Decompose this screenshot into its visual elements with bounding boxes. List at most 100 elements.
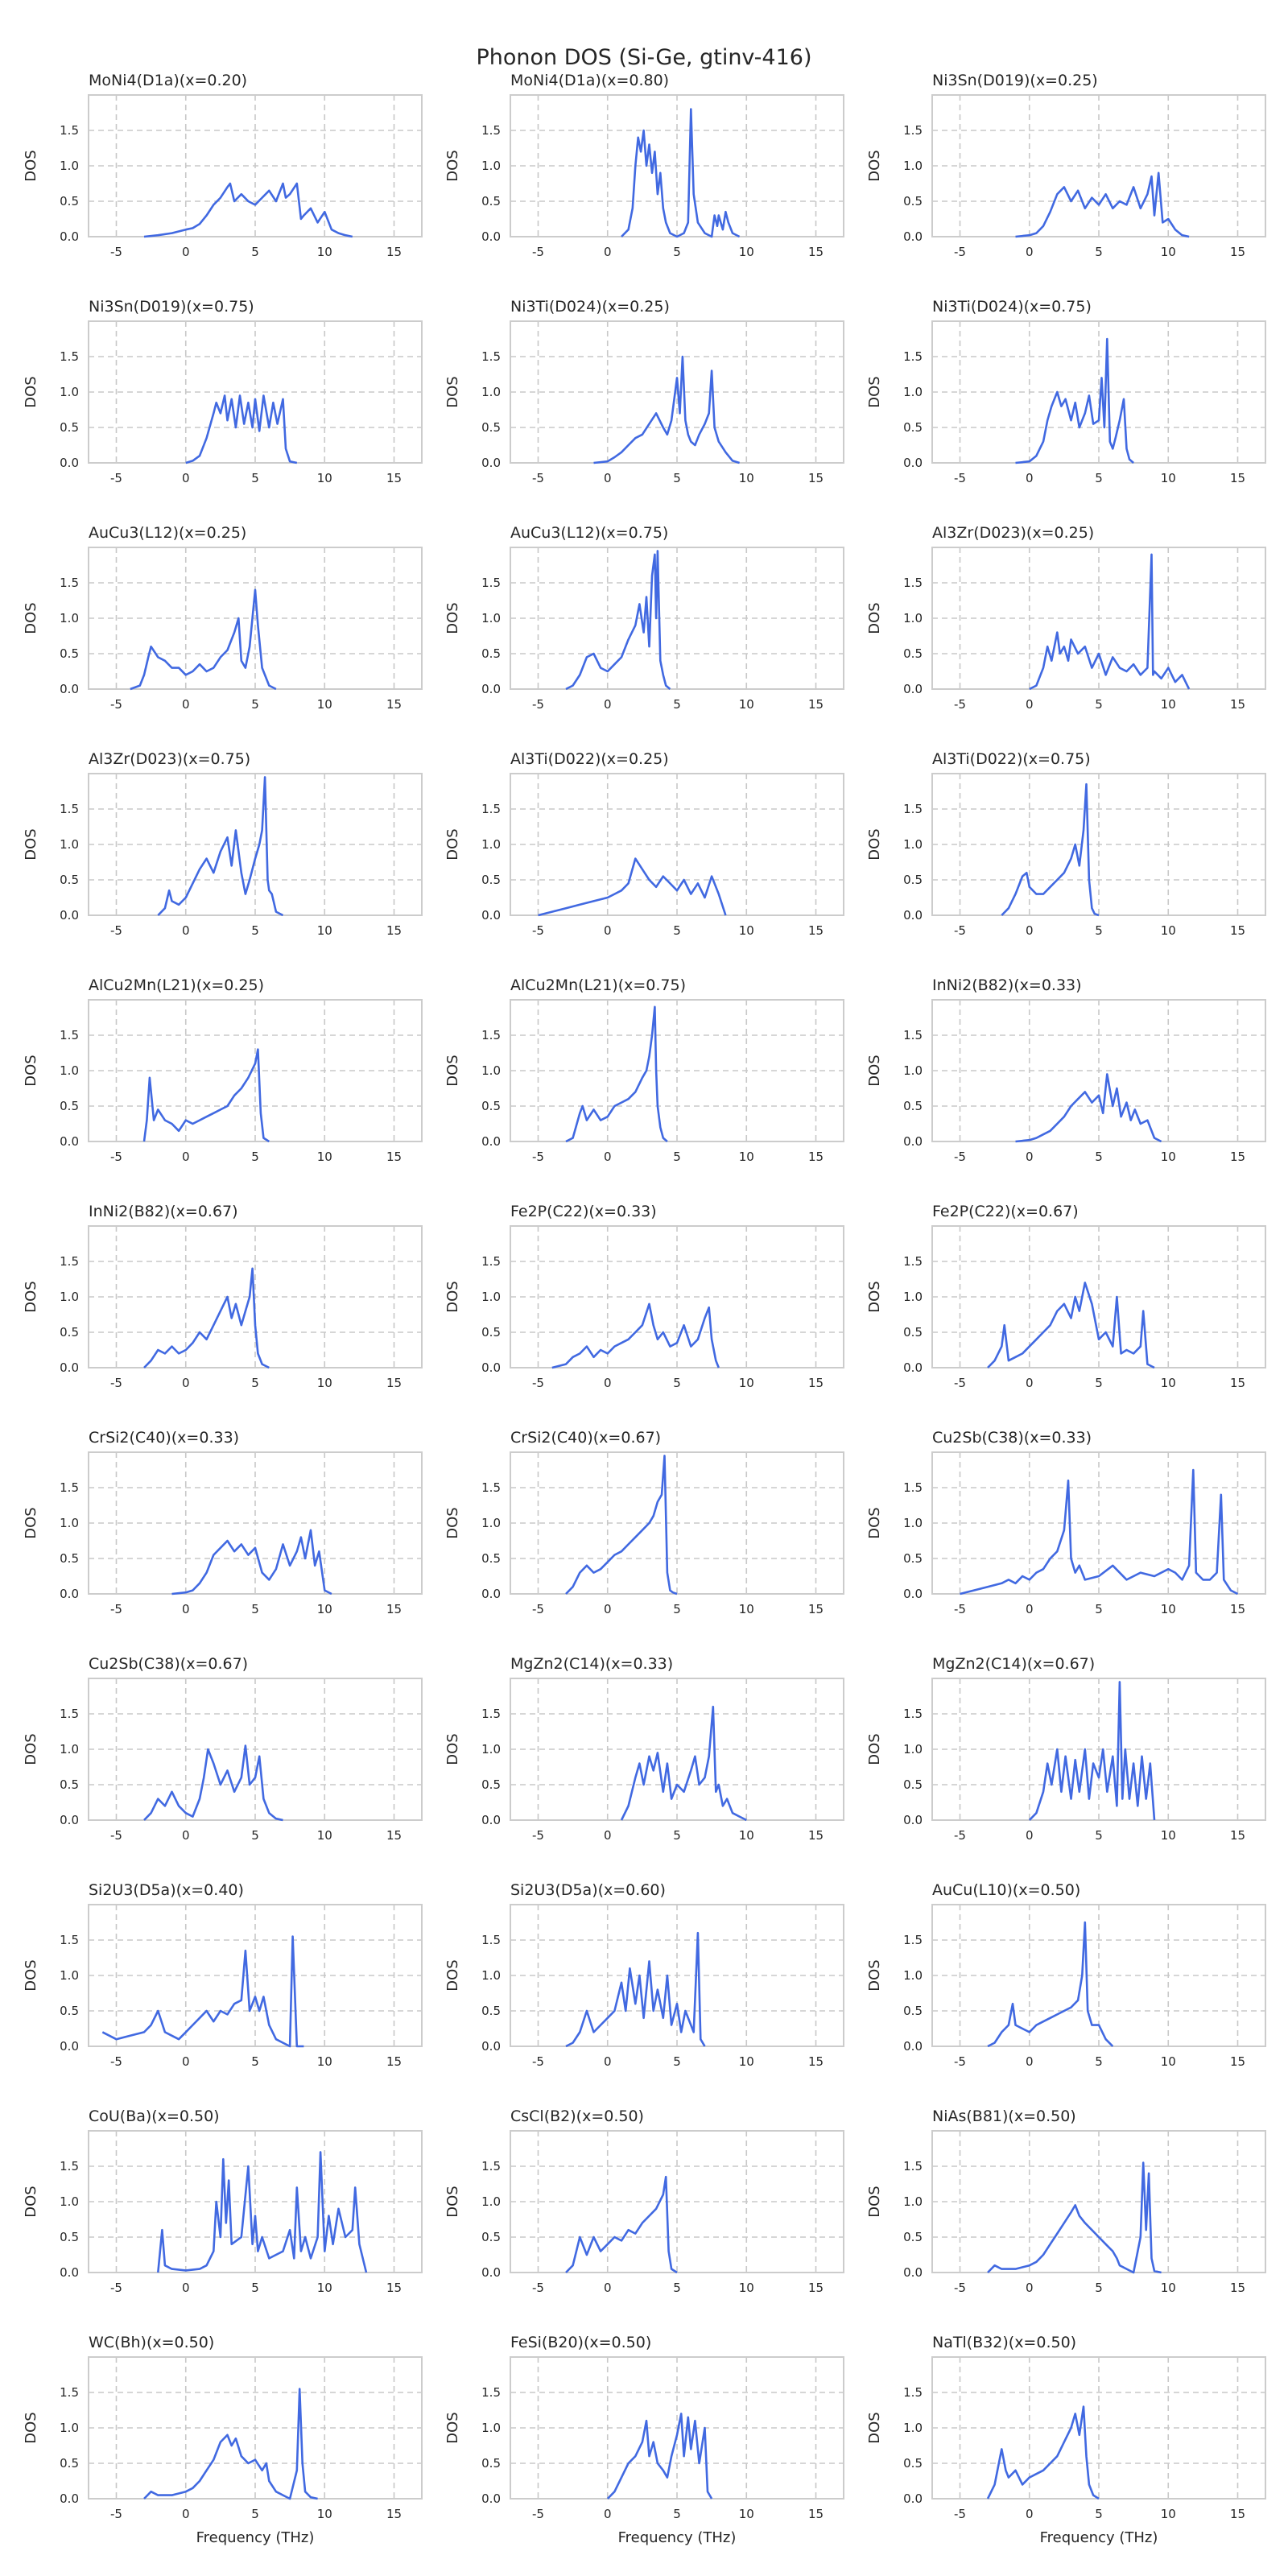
x-tick-label: 10 [1161,923,1176,938]
panel-title: AuCu(L10)(x=0.50) [932,1881,1080,1899]
dos-series-line [565,550,671,691]
x-tick-label: 15 [386,1150,402,1164]
x-tick-label: 15 [386,471,402,485]
axes-frame [88,1451,423,1595]
x-tick-label: -5 [532,923,544,938]
x-tick-label: 5 [1095,2507,1103,2521]
dos-series-line [606,2413,713,2500]
axes-frame [510,1678,844,1821]
panel-title: Si2U3(D5a)(x=0.60) [510,1881,666,1899]
panel: MgZn2(C14)(x=0.33) -5 0 5 10 15 0.0 0.5 1.0 1.5 DO… [444,1655,844,1843]
dos-series-line [987,1921,1114,2048]
y-tick-label: 0.0 [60,1587,79,1601]
x-tick-label: 0 [1026,697,1034,712]
y-tick-label: 0.5 [481,194,501,208]
x-tick-label: 0 [1026,1150,1034,1164]
x-tick-label: 5 [251,1602,259,1616]
x-tick-label: 15 [386,1602,402,1616]
y-tick-label: 1.5 [903,1028,923,1042]
y-tick-label: 1.0 [60,1968,79,1983]
dos-series-line [987,1282,1155,1369]
x-tick-label: 15 [1230,1150,1245,1164]
x-tick-label: 5 [1095,1602,1103,1616]
y-axis-label: DOS [866,1733,883,1765]
y-tick-label: 0.0 [481,1587,501,1601]
x-tick-label: -5 [110,1828,122,1843]
dos-series-line [143,1744,283,1822]
panel: CsCl(B2)(x=0.50) -5 0 5 10 15 0.0 0.5 1.0 1.5 DOS [444,2107,844,2295]
panel: Cu2Sb(C38)(x=0.67) -5 0 5 10 15 0.0 0.5 1.0 1.5 DO… [23,1655,423,1843]
y-axis-label: DOS [444,828,461,860]
y-tick-label: 0.5 [903,2230,923,2244]
panel: NaTl(B32)(x=0.50) -5 0 5 10 15 0.0 0.5 1.0 1.5 DOS… [866,2334,1266,2546]
y-tick-label: 1.0 [481,2194,501,2209]
dos-series-line [130,588,277,691]
axes-frame [931,547,1266,690]
y-tick-label: 0.0 [903,2491,923,2506]
dos-series-line [1015,1073,1162,1143]
y-tick-label: 0.5 [903,1777,923,1792]
x-tick-label: 15 [1230,2507,1245,2521]
y-axis-label: DOS [23,1281,39,1312]
x-tick-label: 0 [182,923,190,938]
y-tick-label: 0.0 [903,682,923,696]
panel-title: MoNi4(D1a)(x=0.20) [89,72,247,89]
x-tick-label: 10 [739,923,754,938]
y-tick-label: 1.5 [481,1028,501,1042]
panel-title: CrSi2(C40)(x=0.33) [89,1429,239,1447]
x-tick-label: 0 [182,2281,190,2295]
y-axis-label: DOS [23,1055,39,1086]
y-tick-label: 1.0 [481,1742,501,1757]
y-tick-label: 0.0 [60,2265,79,2280]
y-tick-label: 1.5 [60,349,79,364]
y-tick-label: 1.0 [481,385,501,399]
panel: CrSi2(C40)(x=0.67) -5 0 5 10 15 0.0 0.5 1.0 1.5 DO… [444,1429,844,1616]
x-tick-label: 5 [251,471,259,485]
panel-title: Cu2Sb(C38)(x=0.33) [932,1429,1092,1447]
x-tick-label: 5 [1095,245,1103,259]
x-tick-label: -5 [954,1828,966,1843]
y-tick-label: 1.0 [903,1742,923,1757]
axes-frame [88,2130,423,2273]
panel-title: Al3Zr(D023)(x=0.25) [932,524,1094,542]
x-tick-label: 5 [673,1828,681,1843]
x-tick-label: 0 [1026,923,1034,938]
x-tick-label: -5 [954,1376,966,1390]
y-axis-label: DOS [23,150,39,181]
axes-frame [88,320,423,464]
x-tick-label: 10 [1161,245,1176,259]
y-tick-label: 0.0 [60,456,79,470]
x-tick-label: 0 [604,923,612,938]
x-tick-label: 5 [251,697,259,712]
y-tick-label: 1.5 [60,1254,79,1269]
panel: MoNi4(D1a)(x=0.80) -5 0 5 10 15 0.0 0.5 1.0 1.5 DO… [444,72,844,259]
panel-title: Ni3Sn(D019)(x=0.75) [89,298,254,316]
y-tick-label: 0.5 [60,2004,79,2018]
y-tick-label: 0.5 [481,1551,501,1566]
y-tick-label: 0.0 [60,229,79,244]
y-tick-label: 1.0 [60,1742,79,1757]
x-tick-label: 0 [604,1150,612,1164]
y-tick-label: 1.5 [481,123,501,138]
panel: Cu2Sb(C38)(x=0.33) -5 0 5 10 15 0.0 0.5 1.0 1.5 DO… [866,1429,1266,1616]
axes-frame [931,1678,1266,1821]
panel-title: Cu2Sb(C38)(x=0.67) [89,1655,248,1673]
panel: Si2U3(D5a)(x=0.40) -5 0 5 10 15 0.0 0.5 1.0 1.5 DO… [23,1881,423,2069]
axes-frame [510,999,844,1142]
panel: Ni3Sn(D019)(x=0.25) -5 0 5 10 15 0.0 0.5 1.0 1.5 D… [866,72,1266,259]
y-tick-label: 0.5 [481,1777,501,1792]
y-axis-label: DOS [444,2186,461,2217]
x-tick-label: -5 [954,2507,966,2521]
x-tick-label: -5 [532,2054,544,2069]
y-tick-label: 1.0 [60,2194,79,2209]
dos-series-line [593,355,740,464]
y-tick-label: 0.5 [481,420,501,435]
panel: AlCu2Mn(L21)(x=0.25) -5 0 5 10 15 0.0 0.5 1.0 1.5… [23,976,423,1164]
dos-series-line [142,1048,270,1143]
y-axis-label: DOS [23,2186,39,2217]
y-tick-label: 0.0 [903,456,923,470]
x-tick-label: 0 [604,471,612,485]
y-tick-label: 0.0 [903,1134,923,1149]
